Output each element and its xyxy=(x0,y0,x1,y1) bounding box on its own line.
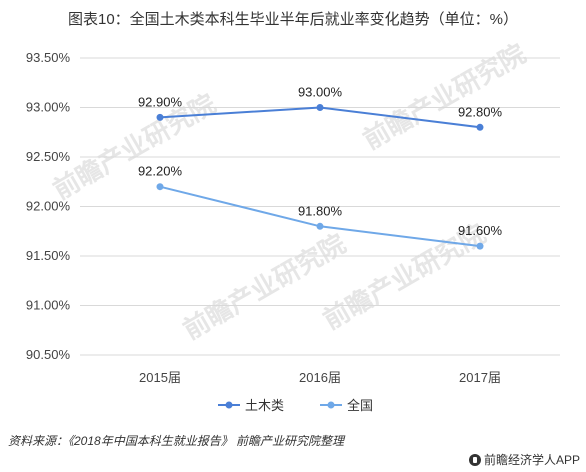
legend-marker xyxy=(327,401,335,409)
data-label: 92.80% xyxy=(458,104,503,119)
data-point[interactable] xyxy=(316,104,324,111)
x-tick-label: 2015届 xyxy=(139,370,181,385)
y-tick-label: 93.50% xyxy=(26,50,71,65)
y-tick-label: 91.50% xyxy=(26,248,71,263)
data-point[interactable] xyxy=(476,242,484,250)
data-label: 92.20% xyxy=(138,164,183,179)
y-tick-label: 92.50% xyxy=(26,149,71,164)
y-tick-label: 90.50% xyxy=(26,347,71,362)
y-axis: 93.50% 93.00% 92.50% 92.00% 91.50% 91.00% 90.5… xyxy=(26,50,71,362)
chart-title: 图表10：全国土木类本科生毕业半年后就业率变化趋势（单位：%） xyxy=(67,11,519,28)
x-tick-label: 2017届 xyxy=(459,370,501,385)
y-tick-label: 92.00% xyxy=(26,199,71,214)
legend-label[interactable]: 全国 xyxy=(347,398,373,413)
x-tick-label: 2016届 xyxy=(299,370,341,385)
data-label: 93.00% xyxy=(298,85,343,100)
data-point[interactable] xyxy=(156,183,164,191)
data-label: 91.60% xyxy=(458,223,503,238)
watermark: 前瞻产业研究院 xyxy=(358,38,531,155)
data-point[interactable] xyxy=(156,113,164,121)
watermark: 前瞻产业研究院 xyxy=(178,228,351,345)
legend: 土木类 全国 xyxy=(218,398,373,413)
data-point[interactable] xyxy=(476,123,484,131)
y-tick-label: 93.00% xyxy=(26,100,71,115)
series-layer: 92.90% 93.00% 92.80% 92.20% 91.80% 91.60% xyxy=(138,85,503,250)
y-tick-label: 91.00% xyxy=(26,298,71,313)
data-point[interactable] xyxy=(316,222,324,230)
brand-logo-icon xyxy=(468,453,481,466)
brand-label: 前瞻经济学人APP xyxy=(483,453,580,467)
source-note: 资料来源：《2018年中国本科生就业报告》 前瞻产业研究院整理 xyxy=(8,434,345,448)
data-label: 92.90% xyxy=(138,94,183,109)
legend-marker xyxy=(225,401,233,409)
legend-label[interactable]: 土木类 xyxy=(245,398,284,413)
brand: 前瞻经济学人APP xyxy=(468,451,580,468)
x-axis: 2015届 2016届 2017届 xyxy=(139,370,501,385)
data-label: 91.80% xyxy=(298,203,343,218)
watermark: 前瞻产业研究院 xyxy=(48,88,221,205)
